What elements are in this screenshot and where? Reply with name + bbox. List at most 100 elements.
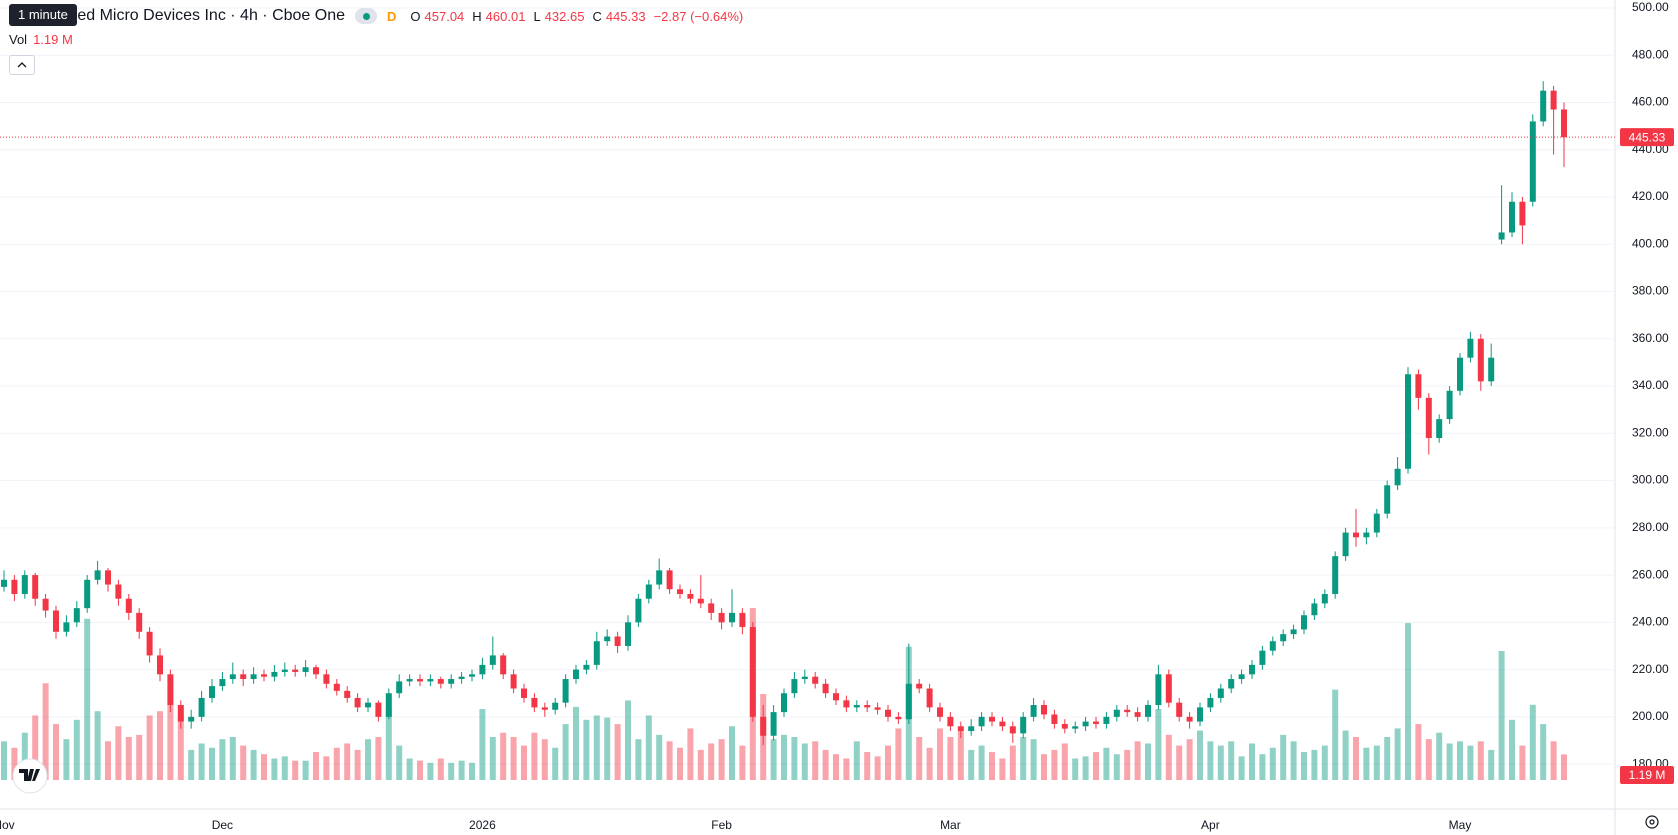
candle-body <box>42 598 49 611</box>
candle-body <box>1353 532 1359 538</box>
volume-bar <box>1477 741 1484 780</box>
volume-bar <box>1488 749 1495 780</box>
volume-bar <box>1301 752 1307 780</box>
candle-body <box>53 610 59 632</box>
volume-bar <box>1280 734 1287 780</box>
candle-body <box>323 674 330 684</box>
candle-body <box>968 726 975 732</box>
candle-body <box>1488 357 1495 382</box>
candle-body <box>32 575 39 599</box>
candle-body <box>739 612 746 628</box>
candle-body <box>219 679 226 687</box>
volume-bar <box>1550 741 1557 780</box>
volume-bar <box>94 711 101 780</box>
volume-value: 1.19 M <box>33 32 73 47</box>
candle-body <box>874 707 881 710</box>
candle-body <box>313 667 319 675</box>
y-tick-label: 500.00 <box>1632 0 1669 14</box>
candle-body <box>115 584 122 599</box>
volume-bar <box>1467 745 1474 780</box>
volume-bar <box>1561 754 1567 780</box>
volume-bar <box>708 743 715 780</box>
candle-body <box>146 631 153 656</box>
candle-body <box>1082 721 1089 727</box>
candle-body <box>1550 90 1557 110</box>
volume-bar <box>375 737 382 780</box>
candle-body <box>1529 121 1536 202</box>
volume-bar <box>1176 745 1183 780</box>
volume-bar <box>1009 745 1016 780</box>
candle-body <box>625 622 631 646</box>
volume-bar <box>1415 724 1422 780</box>
x-tick-label: Dec <box>212 818 233 832</box>
tv-logo[interactable] <box>12 758 48 794</box>
candle-body <box>1290 629 1297 635</box>
session-badge: D <box>387 8 397 24</box>
y-tick-label: 200.00 <box>1632 709 1669 723</box>
candle-body <box>1176 702 1183 717</box>
candle-body <box>770 712 777 736</box>
volume-bar <box>1321 745 1328 780</box>
candle-body <box>562 679 569 703</box>
volume-badge-label: 1.19 M <box>1629 768 1666 782</box>
candle-body <box>1072 726 1079 729</box>
candle-body <box>573 669 579 680</box>
candle-body <box>177 705 184 722</box>
volume-bar <box>365 739 371 780</box>
candle-body <box>1051 714 1058 724</box>
candle-body <box>937 707 943 717</box>
volume-bar <box>1259 754 1266 780</box>
volume-bar <box>999 758 1006 780</box>
volume-bar <box>1145 743 1151 780</box>
candle-body <box>302 667 309 672</box>
candle-body <box>656 570 663 585</box>
volume-bar <box>427 762 434 780</box>
symbol-title: Advanced Micro Devices Inc · 4h · Cboe O… <box>23 7 345 24</box>
volume-bar <box>635 739 642 780</box>
ohlc-value: 432.65 <box>544 8 585 24</box>
volume-bar <box>853 741 860 780</box>
candle-body <box>437 679 444 684</box>
volume-bar <box>292 760 299 780</box>
volume-bar <box>593 715 600 780</box>
market-status[interactable] <box>355 8 377 24</box>
candle-body <box>73 608 80 623</box>
volume-bar <box>874 756 881 780</box>
candle-body <box>1498 232 1505 240</box>
settings-icon[interactable] <box>1645 815 1659 829</box>
candle-body <box>760 716 767 736</box>
candle-body <box>885 709 891 717</box>
candle-body <box>385 693 392 717</box>
candle-body <box>1436 419 1443 439</box>
volume-bar <box>1207 741 1214 780</box>
candle-body <box>1269 641 1276 651</box>
volume-bar <box>1165 734 1172 780</box>
volume-bar <box>1373 745 1380 780</box>
candle-body <box>448 679 455 684</box>
volume-bar <box>198 743 205 780</box>
volume-bar <box>1072 758 1079 780</box>
volume-bar <box>1041 754 1047 780</box>
candle-body <box>957 726 964 732</box>
candle-body <box>157 655 163 675</box>
candle-body <box>1134 712 1141 717</box>
candle-body <box>1394 468 1401 486</box>
candle-body <box>677 589 683 594</box>
volume-bar <box>1186 739 1193 780</box>
volume-bar <box>344 743 351 780</box>
candle-body <box>1561 109 1567 138</box>
volume-bar <box>125 737 132 780</box>
volume-bar <box>385 709 392 780</box>
volume-bar <box>437 758 444 780</box>
volume-bar <box>489 737 496 780</box>
volume-bar <box>1332 689 1339 780</box>
candle-body <box>1113 709 1120 717</box>
volume-bar <box>229 737 236 780</box>
volume-bar <box>1228 741 1235 780</box>
y-tick-label: 480.00 <box>1632 47 1669 61</box>
volume-bar <box>1425 739 1432 780</box>
collapse-button[interactable] <box>9 55 35 75</box>
ohlc-label: O <box>410 8 421 24</box>
volume-bar <box>677 747 683 780</box>
